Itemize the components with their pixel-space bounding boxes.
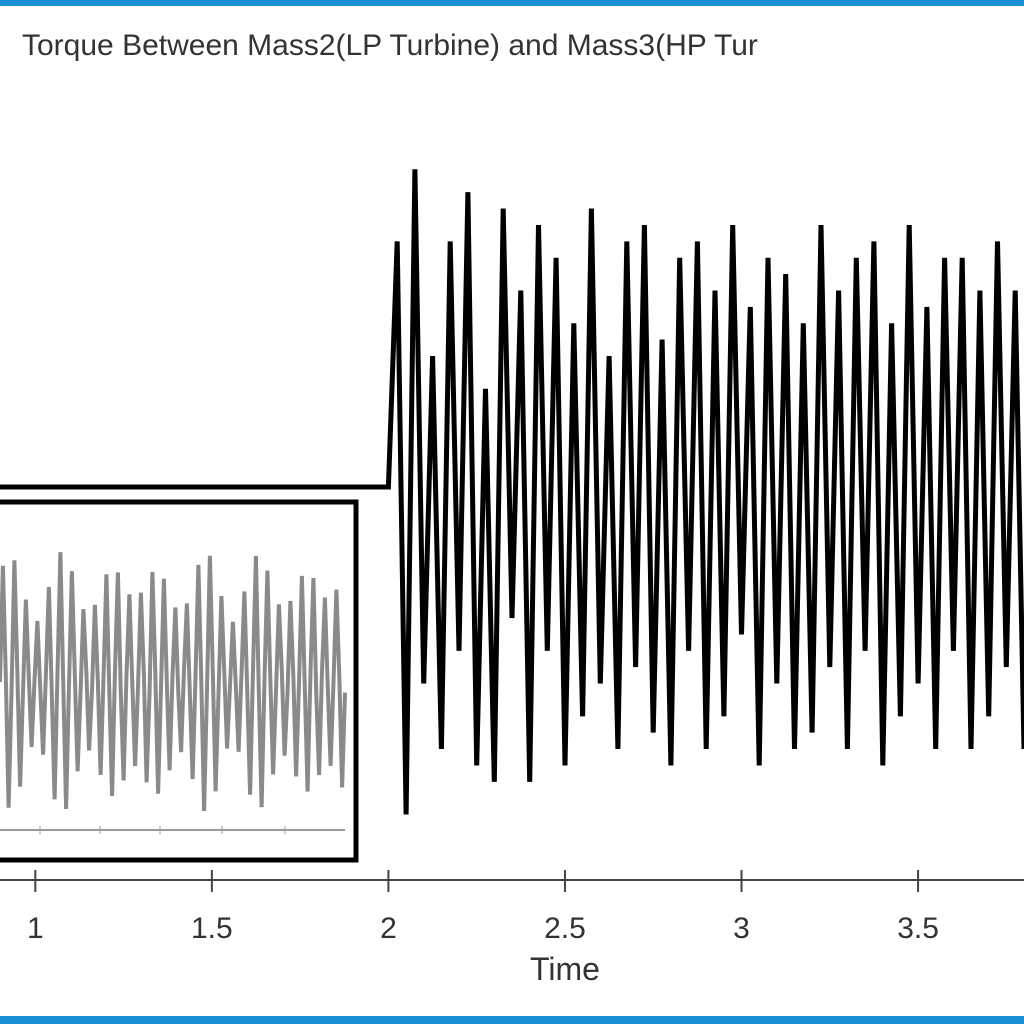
x-tick-label: 3.5: [897, 912, 939, 945]
x-tick-label: 1.5: [191, 912, 233, 945]
x-axis-label: Time: [530, 951, 600, 987]
bottom-border: [0, 1016, 1024, 1024]
inset-waveform: [0, 552, 347, 811]
chart-title: Torque Between Mass2(LP Turbine) and Mas…: [22, 29, 758, 62]
x-tick-label: 2.5: [544, 912, 586, 945]
x-tick-label: 3: [733, 912, 750, 945]
x-tick-label: 1: [27, 912, 44, 945]
inset: [0, 499, 359, 863]
top-border: [0, 0, 1024, 6]
torque-line: [0, 169, 1024, 815]
x-tick-label: 2: [380, 912, 397, 945]
